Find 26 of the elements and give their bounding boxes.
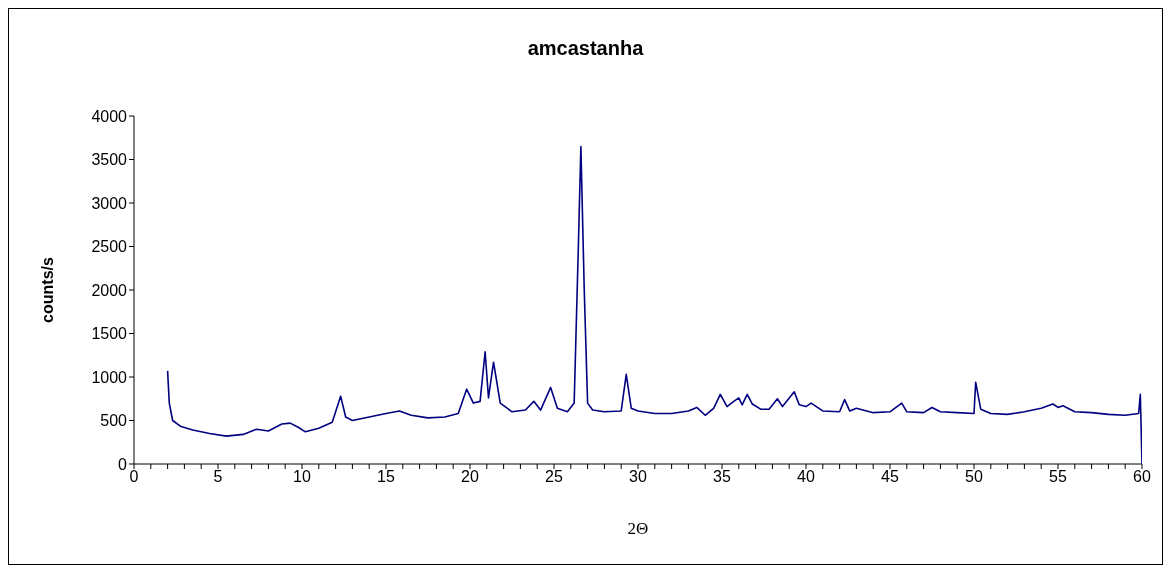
x-tick-label: 25 [545, 468, 563, 486]
x-tick-label: 20 [461, 468, 479, 486]
y-tick-label: 500 [100, 412, 128, 430]
chart-title: amcastanha [526, 37, 645, 60]
y-tick-label: 1000 [91, 368, 128, 386]
x-tick-label: 50 [965, 468, 983, 486]
y-tick-label: 3000 [91, 194, 128, 212]
y-tick-label: 0 [118, 455, 128, 473]
x-tick-label: 5 [213, 468, 223, 486]
y-tick-label: 2000 [91, 281, 128, 299]
x-tick-label: 40 [797, 468, 815, 486]
x-tick-label: 15 [377, 468, 395, 486]
x-tick-label: 60 [1133, 468, 1151, 486]
line-series [166, 145, 1142, 464]
x-tick-label: 0 [129, 468, 139, 486]
y-tick-label: 4000 [91, 107, 128, 125]
y-tick-label: 1500 [91, 325, 128, 343]
x-tick-label: 45 [881, 468, 899, 486]
x-axis-title: 2Θ [627, 519, 649, 539]
y-tick-label: 2500 [91, 238, 128, 256]
x-tick-label: 10 [293, 468, 311, 486]
y-axis-title: counts/s [38, 257, 56, 323]
x-tick-label: 35 [713, 468, 731, 486]
x-tick-label: 55 [1049, 468, 1067, 486]
y-tick-label: 3500 [91, 151, 128, 169]
x-tick-label: 30 [629, 468, 647, 486]
